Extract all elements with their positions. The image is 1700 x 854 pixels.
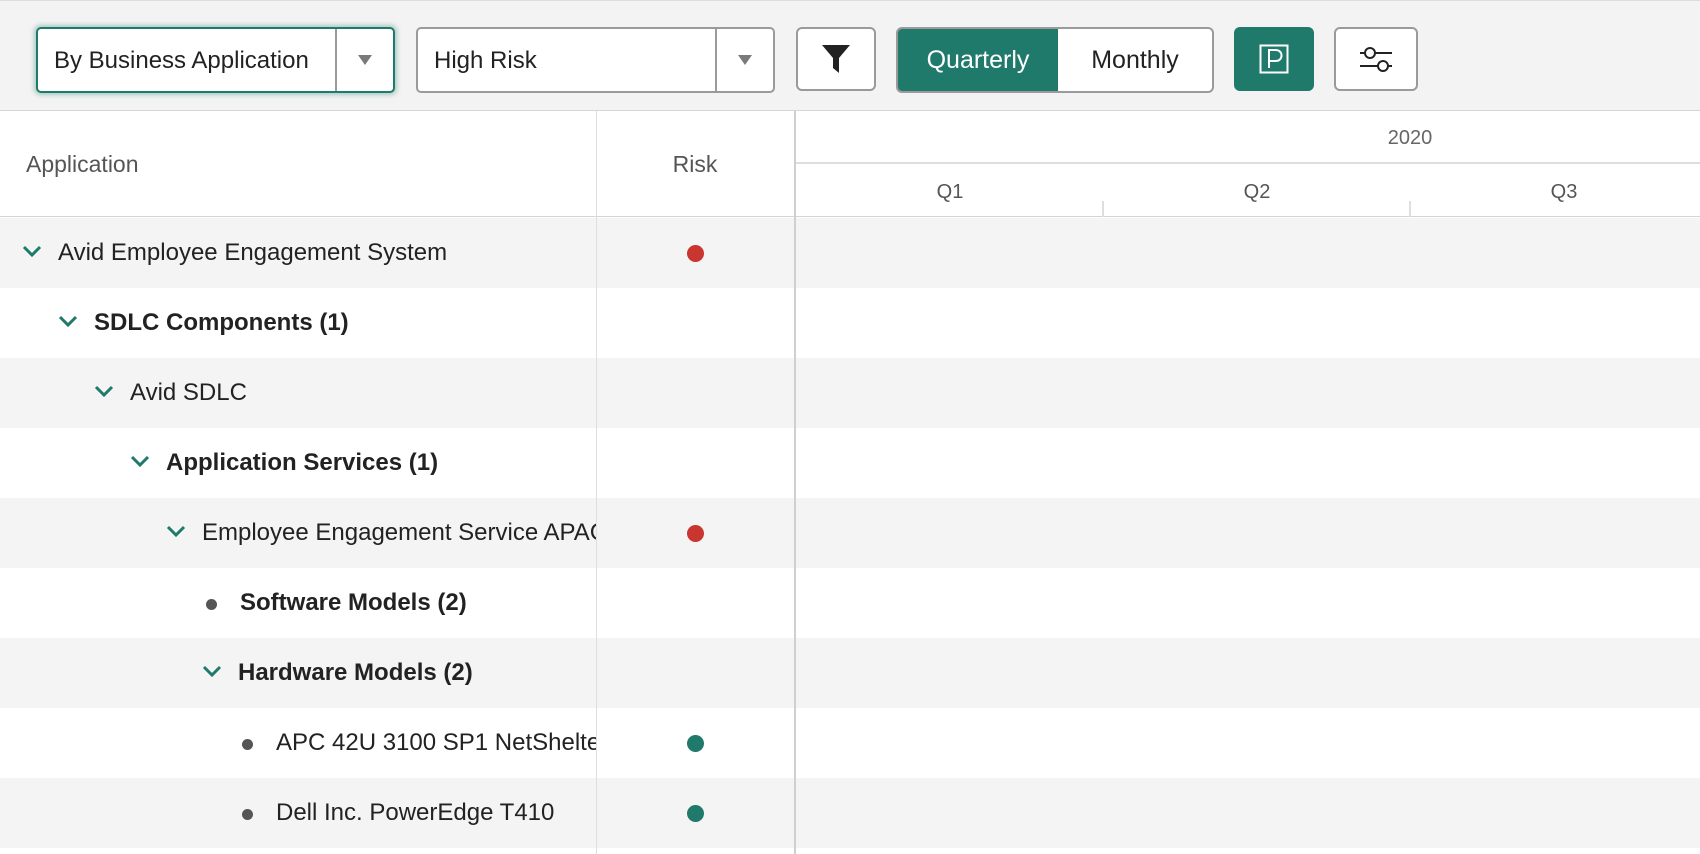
tree-row-label: Avid Employee Engagement System — [58, 239, 448, 266]
risk-filter-dropdown-toggle[interactable] — [715, 29, 773, 91]
caret-down-icon — [358, 55, 372, 65]
risk-column-divider — [794, 111, 796, 854]
chevron-down-icon[interactable] — [22, 244, 42, 258]
timeline-year: 2020 — [1387, 127, 1433, 149]
group-by-dropdown-toggle[interactable] — [335, 29, 393, 91]
risk-filter-select[interactable]: High Risk — [416, 27, 775, 93]
chevron-down-icon[interactable] — [130, 454, 150, 468]
tree-row-label: Avid SDLC — [130, 379, 247, 406]
risk-indicator-low — [687, 735, 704, 752]
view-toggle: Quarterly Monthly — [896, 27, 1214, 93]
tree-row-label: Application Services (1) — [166, 449, 439, 476]
quarter-divider — [1102, 201, 1104, 217]
bullet-icon — [242, 739, 253, 750]
application-column-divider — [596, 111, 597, 854]
tree-row[interactable]: Dell Inc. PowerEdge T410 — [0, 778, 1700, 848]
risk-column-header[interactable]: Risk — [672, 151, 718, 177]
application-column-header[interactable]: Application — [26, 151, 139, 177]
tree-row[interactable]: Avid SDLC — [0, 358, 1700, 428]
risk-indicator-low — [687, 805, 704, 822]
tree-row[interactable]: Hardware Models (2) — [0, 638, 1700, 708]
timeline-divider — [796, 162, 1700, 164]
tree-row[interactable]: Software Models (2) — [0, 568, 1700, 638]
caret-down-icon — [738, 55, 752, 65]
quarterly-view-button[interactable]: Quarterly — [898, 29, 1058, 91]
chevron-down-icon[interactable] — [166, 524, 186, 538]
tree-row-label: APC 42U 3100 SP1 NetShelter — [276, 729, 596, 756]
tree-row-label: Employee Engagement Service APAC — [202, 519, 596, 546]
filter-button[interactable] — [796, 27, 876, 91]
risk-indicator-high — [687, 525, 704, 542]
tree-row[interactable]: SDLC Components (1) — [0, 288, 1700, 358]
risk-indicator-high — [687, 245, 704, 262]
bullet-icon — [242, 809, 253, 820]
bullet-icon — [206, 599, 217, 610]
filter-icon — [822, 45, 850, 73]
group-by-select[interactable]: By Business Application — [36, 27, 395, 93]
chevron-down-icon[interactable] — [202, 664, 222, 678]
tree-row-label: Dell Inc. PowerEdge T410 — [276, 799, 555, 826]
sliders-icon — [1360, 47, 1392, 72]
monthly-view-button[interactable]: Monthly — [1091, 45, 1179, 74]
settings-button[interactable] — [1334, 27, 1418, 91]
tree-row[interactable]: Avid Employee Engagement System — [0, 218, 1700, 288]
parking-icon — [1259, 44, 1289, 74]
tree-row[interactable]: Employee Engagement Service APAC — [0, 498, 1700, 568]
tree-row-label: Hardware Models (2) — [238, 659, 473, 686]
chevron-down-icon[interactable] — [94, 384, 114, 398]
timeline-quarter: Q3 — [1550, 181, 1578, 203]
quarter-divider — [1409, 201, 1411, 217]
tree-row-label: Software Models (2) — [240, 589, 467, 616]
group-by-value: By Business Application — [54, 47, 309, 74]
timeline-quarter: Q1 — [936, 181, 964, 203]
tree-row-label: SDLC Components (1) — [94, 309, 349, 336]
tree-row[interactable]: Application Services (1) — [0, 428, 1700, 498]
toolbar: By Business Application High Risk Quarte… — [0, 0, 1700, 111]
timeline-quarter: Q2 — [1243, 181, 1271, 203]
chevron-down-icon[interactable] — [58, 314, 78, 328]
planned-toggle-button[interactable] — [1234, 27, 1314, 91]
risk-filter-value: High Risk — [434, 47, 537, 74]
tree-row[interactable]: APC 42U 3100 SP1 NetShelter — [0, 708, 1700, 778]
grid-header: Application Risk 2020 Q1 Q2 Q3 — [0, 111, 1700, 217]
